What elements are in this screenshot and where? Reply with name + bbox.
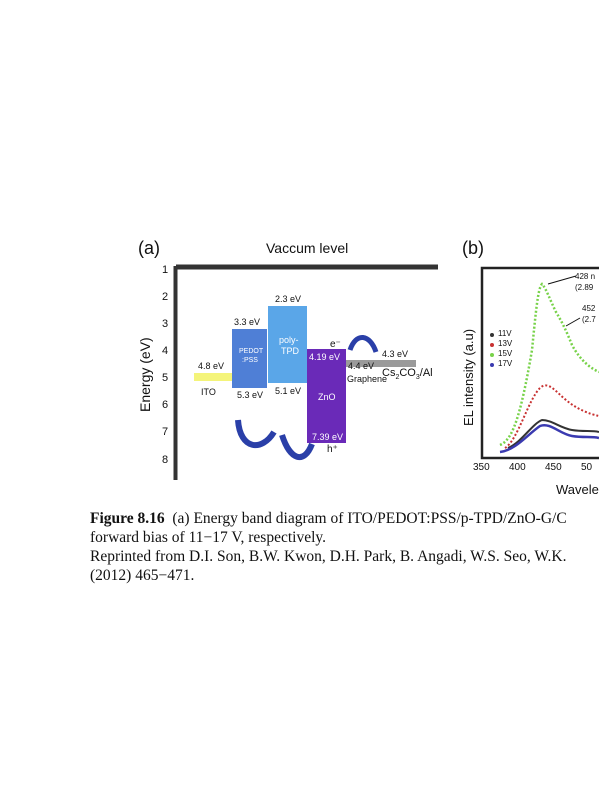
graphene-level-label: 4.4 eV [348, 361, 375, 371]
annotation-2-line1: 452 [582, 304, 596, 313]
legend-marker-11v [490, 333, 494, 337]
el-axis-title: EL intensity (a.u) [461, 328, 476, 426]
energy-tick: 8 [162, 454, 169, 466]
poly-tpd-band [268, 306, 307, 383]
legend-label-15v: 15V [498, 349, 513, 358]
cathode-name: Cs2CO3/Al [382, 367, 433, 382]
polytpd-bottom-label: 5.1 eV [275, 386, 302, 396]
panel-a-label: (a) [138, 238, 160, 258]
legend-label-17v: 17V [498, 359, 513, 368]
polytpd-top-label: 2.3 eV [275, 294, 302, 304]
energy-tick: 4 [162, 345, 169, 357]
figure-number: Figure 8.16 [90, 510, 165, 527]
series-11v-curve [507, 418, 599, 449]
ito-level-label: 4.8 eV [198, 361, 225, 371]
graphene-level-bar [346, 360, 416, 367]
legend-marker-15v [490, 353, 494, 357]
caption-text-1: (a) Energy band diagram of ITO/PEDOT:PSS… [172, 510, 567, 527]
caption-line-2: forward bias of 11−17 V, respectively. [90, 529, 327, 546]
graphene-name: Graphene [347, 374, 388, 384]
zno-band [307, 349, 346, 443]
energy-tick: 7 [162, 426, 169, 438]
caption-line-1: Figure 8.16 (a) Energy band diagram of I… [90, 509, 599, 528]
series-15v-curve [499, 282, 599, 447]
x-tick: 400 [509, 462, 526, 473]
annotation-1-line2: (2.89 [575, 283, 594, 292]
pedot-top-label: 3.3 eV [234, 317, 261, 327]
x-axis-title: Wavele [556, 482, 599, 497]
series-17v-curve [499, 423, 599, 454]
caption-line-4: (2012) 465−471. [90, 567, 195, 584]
legend-label-13v: 13V [498, 339, 513, 348]
cathode-level-label: 4.3 eV [382, 349, 409, 359]
zno-name: ZnO [318, 392, 336, 402]
caption-line-3: Reprinted from D.I. Son, B.W. Kwon, D.H.… [90, 548, 567, 565]
legend-marker-17v [490, 363, 494, 367]
legend-marker-13v [490, 343, 494, 347]
energy-tick: 1 [162, 264, 169, 276]
panel-b-label: (b) [462, 238, 484, 258]
legend-label-11v: 11V [498, 329, 512, 338]
annotation-arrow-2 [565, 317, 581, 327]
annotation-1-line1: 428 n [575, 272, 596, 281]
hole-symbol: h⁺ [327, 444, 338, 455]
polytpd-name-2: TPD [281, 346, 299, 356]
energy-tick: 5 [162, 372, 169, 384]
ito-name: ITO [201, 387, 216, 397]
electron-symbol: e⁻ [330, 339, 341, 350]
hole-arrow-2 [279, 433, 315, 460]
x-tick: 450 [545, 462, 562, 473]
electron-arrow [347, 335, 379, 353]
zno-top-label: 4.19 eV [309, 352, 341, 362]
ito-level-bar [194, 373, 234, 381]
x-tick: 50 [581, 462, 593, 473]
energy-tick: 2 [162, 291, 169, 303]
series-13v-curve [504, 384, 599, 449]
pedot-name-2: :PSS [242, 357, 258, 364]
pedot-bottom-label: 5.3 eV [237, 390, 264, 400]
vacuum-level-label: Vaccum level [266, 240, 349, 256]
x-tick: 350 [473, 462, 490, 473]
energy-tick: 3 [162, 318, 169, 330]
annotation-2-line2: (2.7 [582, 315, 596, 324]
energy-tick: 6 [162, 399, 169, 411]
polytpd-name-1: poly- [279, 335, 299, 345]
pedot-name-1: PEDOT [239, 348, 264, 355]
plot-b-frame [480, 266, 599, 460]
hole-arrow-1 [235, 419, 277, 449]
zno-bottom-label: 7.39 eV [312, 432, 344, 442]
pedot-pss-band [232, 329, 267, 388]
annotation-arrow-1 [547, 275, 577, 285]
